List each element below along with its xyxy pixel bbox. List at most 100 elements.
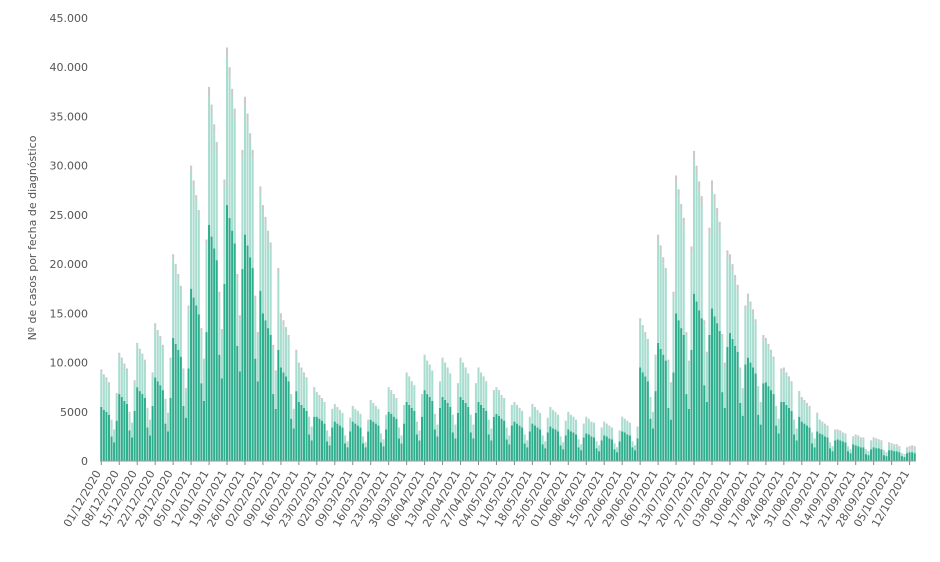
bar-segment bbox=[685, 332, 688, 336]
bar-segment bbox=[197, 314, 200, 461]
bar-segment bbox=[687, 363, 690, 409]
bar-segment bbox=[888, 450, 891, 461]
bar-segment bbox=[759, 401, 762, 404]
bar-segment bbox=[133, 410, 136, 461]
bar-segment bbox=[310, 426, 313, 428]
bar-segment bbox=[662, 257, 665, 264]
bar-segment bbox=[811, 432, 814, 434]
bar-segment bbox=[410, 407, 413, 461]
bar-segment bbox=[900, 453, 903, 455]
bar-segment bbox=[559, 436, 562, 446]
bar-segment bbox=[367, 420, 370, 432]
bar-segment bbox=[503, 397, 506, 399]
bar-segment bbox=[331, 427, 334, 461]
bar-segment bbox=[551, 409, 554, 411]
bar-segment bbox=[233, 108, 236, 118]
bar-segment bbox=[649, 418, 652, 461]
bar-segment bbox=[839, 430, 842, 433]
bar-segment bbox=[726, 258, 729, 347]
bar-segment bbox=[179, 285, 182, 290]
bar-segment bbox=[243, 106, 247, 235]
bar-segment bbox=[908, 449, 911, 453]
bar-segment bbox=[279, 318, 282, 368]
bar-segment bbox=[492, 416, 495, 461]
bar-segment bbox=[231, 230, 234, 461]
bar-segment bbox=[605, 424, 608, 437]
bar-segment bbox=[649, 397, 652, 398]
bar-segment bbox=[297, 401, 300, 461]
bar-segment bbox=[272, 344, 275, 349]
bar-segment bbox=[110, 420, 113, 437]
y-tick-label: 25.000 bbox=[50, 209, 89, 222]
bar-segment bbox=[438, 407, 442, 461]
bar-segment bbox=[805, 402, 808, 406]
bar-segment bbox=[626, 420, 629, 422]
bar-segment bbox=[633, 445, 637, 451]
bar-segment bbox=[754, 323, 757, 374]
bar-segment bbox=[718, 331, 721, 461]
bar-segment bbox=[464, 367, 467, 369]
bar-segment bbox=[777, 419, 780, 434]
bar-segment bbox=[172, 259, 175, 338]
bar-segment bbox=[477, 401, 480, 461]
bar-segment bbox=[846, 451, 850, 461]
bar-segment bbox=[775, 407, 778, 426]
bar-segment bbox=[685, 335, 688, 395]
bar-segment bbox=[497, 415, 501, 461]
bar-segment bbox=[823, 423, 826, 426]
bar-segment bbox=[585, 416, 588, 418]
bar-segment bbox=[764, 382, 767, 461]
bar-segment bbox=[295, 391, 298, 461]
bar-segment bbox=[739, 370, 742, 403]
bar-segment bbox=[256, 332, 259, 336]
bar-segment bbox=[462, 363, 465, 400]
bar-segment bbox=[336, 423, 339, 461]
y-tick-label: 45.000 bbox=[50, 12, 89, 25]
bar-segment bbox=[646, 338, 649, 342]
bar-segment bbox=[213, 133, 216, 249]
bar-segment bbox=[259, 194, 262, 291]
bar-segment bbox=[318, 397, 321, 419]
bar-segment bbox=[823, 436, 826, 461]
bar-segment bbox=[551, 428, 554, 461]
bar-segment bbox=[377, 409, 380, 426]
bar-segment bbox=[523, 434, 526, 444]
bar-segment bbox=[500, 418, 503, 461]
bar-segment bbox=[657, 234, 660, 242]
bar-segment bbox=[326, 431, 329, 442]
bar-segment bbox=[403, 405, 406, 424]
bar-segment bbox=[798, 391, 801, 394]
bar-segment bbox=[580, 444, 583, 451]
bar-segment bbox=[133, 382, 136, 411]
bar-segment bbox=[400, 443, 403, 461]
bar-segment bbox=[184, 388, 187, 391]
bar-segment bbox=[120, 397, 123, 461]
bar-segment bbox=[767, 343, 770, 348]
bar-segment bbox=[554, 411, 557, 413]
bar-segment bbox=[785, 404, 788, 461]
bar-segment bbox=[826, 437, 829, 461]
bar-segment bbox=[161, 390, 164, 461]
bar-segment bbox=[831, 447, 834, 452]
bar-segment bbox=[107, 414, 111, 461]
bar-segment bbox=[752, 314, 755, 368]
bar-segment bbox=[100, 372, 103, 407]
bar-segment bbox=[592, 437, 595, 461]
bar-segment bbox=[854, 436, 857, 446]
bar-segment bbox=[893, 446, 896, 452]
bar-segment bbox=[595, 441, 598, 449]
bar-segment bbox=[682, 334, 685, 461]
bar-segment bbox=[459, 397, 462, 461]
bar-segment bbox=[872, 437, 875, 440]
bar-segment bbox=[508, 444, 511, 461]
bar-segment bbox=[403, 423, 406, 461]
bar-segment bbox=[885, 453, 888, 457]
bar-segment bbox=[862, 439, 865, 448]
bar-segment bbox=[228, 67, 231, 78]
bar-segment bbox=[574, 434, 578, 461]
bar-segment bbox=[831, 446, 834, 448]
bar-segment bbox=[646, 381, 649, 461]
bar-segment bbox=[297, 362, 300, 366]
bar-segment bbox=[261, 313, 264, 461]
bar-segment bbox=[354, 423, 357, 461]
